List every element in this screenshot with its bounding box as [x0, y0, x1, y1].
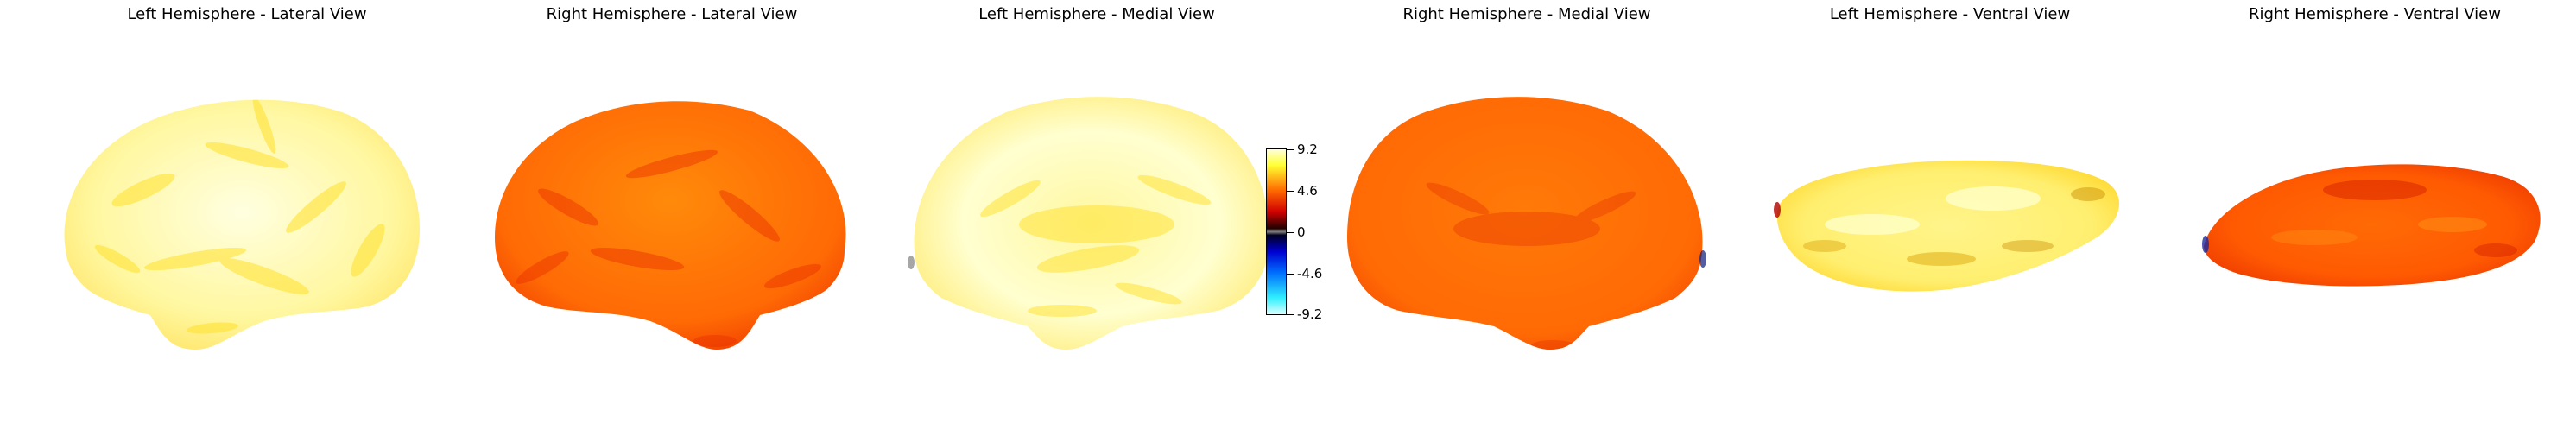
brain-surface-left-lateral [64, 99, 421, 350]
panel-title: Right Hemisphere - Lateral View [546, 5, 798, 23]
brain-surface-right-lateral [495, 101, 846, 350]
panel-right-ventral: Right Hemisphere - Ventral View [2168, 0, 2576, 442]
colorbar-tick [1287, 314, 1294, 315]
colorbar [1266, 148, 1287, 315]
panel-title: Right Hemisphere - Ventral View [2249, 5, 2501, 23]
colorbar-label-max: 9.2 [1297, 142, 1318, 157]
brain-surface-right-ventral [2202, 164, 2541, 287]
colorbar-label-low: -4.6 [1297, 266, 1323, 281]
panel-right-lateral: Right Hemisphere - Lateral View [465, 0, 879, 442]
colorbar-label-high: 4.6 [1297, 183, 1318, 199]
panel-title: Right Hemisphere - Medial View [1402, 5, 1651, 23]
colorbar-tick [1287, 274, 1294, 275]
panel-title: Left Hemisphere - Medial View [978, 5, 1215, 23]
panel-left-medial: Left Hemisphere - Medial View [889, 0, 1304, 442]
colorbar-tick [1287, 191, 1294, 192]
colorbar-tick [1287, 149, 1294, 150]
colorbar-tick [1287, 232, 1294, 233]
colorbar-label-zero: 0 [1297, 224, 1306, 240]
brain-surface-right-medial [1347, 97, 1706, 350]
panel-left-lateral: Left Hemisphere - Lateral View [40, 0, 454, 442]
panel-left-ventral: Left Hemisphere - Ventral View [1743, 0, 2157, 442]
colorbar-label-min: -9.2 [1297, 306, 1323, 322]
panel-title: Left Hemisphere - Ventral View [1829, 5, 2071, 23]
brain-surface-left-ventral [1774, 160, 2120, 292]
brain-surface-left-medial [908, 97, 1269, 350]
panel-title: Left Hemisphere - Lateral View [127, 5, 367, 23]
panel-right-medial: Right Hemisphere - Medial View [1320, 0, 1734, 442]
